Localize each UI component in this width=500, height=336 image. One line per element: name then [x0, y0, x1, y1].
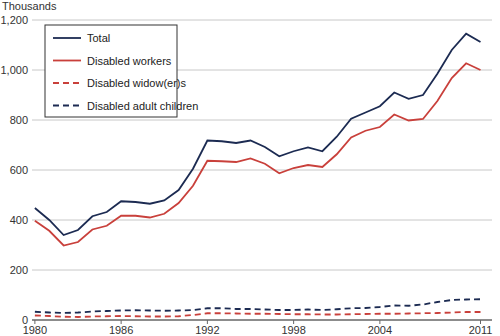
y-tick-label: 600 — [10, 164, 28, 176]
x-tick-label: 1986 — [109, 324, 133, 336]
grid-line — [32, 170, 492, 171]
y-tick-label: 1,000 — [0, 64, 28, 76]
x-tick-label: 2004 — [368, 324, 392, 336]
y-axis-label: Thousands — [2, 0, 57, 12]
x-axis-line — [32, 320, 492, 321]
y-tick-label: 800 — [10, 114, 28, 126]
legend-swatch — [53, 82, 81, 84]
grid-line — [32, 270, 492, 271]
y-tick-label: 200 — [10, 264, 28, 276]
series-line — [35, 299, 481, 313]
legend-swatch — [53, 37, 81, 39]
chart: Thousands02004006008001,0001,20019801986… — [0, 0, 500, 336]
legend-label: Disabled adult children — [87, 100, 198, 112]
grid-line — [32, 20, 492, 21]
x-tick-label: 1992 — [195, 324, 219, 336]
legend-label: Disabled widow(er)s — [87, 77, 187, 89]
plot-area — [35, 34, 481, 317]
grid-line — [32, 320, 492, 321]
legend-label: Disabled workers — [87, 55, 172, 67]
x-tick-label: 2011 — [469, 324, 493, 336]
legend-swatch — [53, 60, 81, 62]
legend-swatch — [53, 105, 81, 107]
legend: Total Disabled workers Disabled widow(er)s… — [45, 25, 198, 117]
x-tick-label: 1998 — [281, 324, 305, 336]
y-tick-label: 400 — [10, 214, 28, 226]
grid-line — [32, 220, 492, 221]
x-tick-label: 1980 — [23, 324, 47, 336]
y-tick-label: 1,200 — [0, 14, 28, 26]
series-line — [35, 312, 481, 317]
series-line — [35, 34, 481, 235]
legend-label: Total — [87, 32, 110, 44]
